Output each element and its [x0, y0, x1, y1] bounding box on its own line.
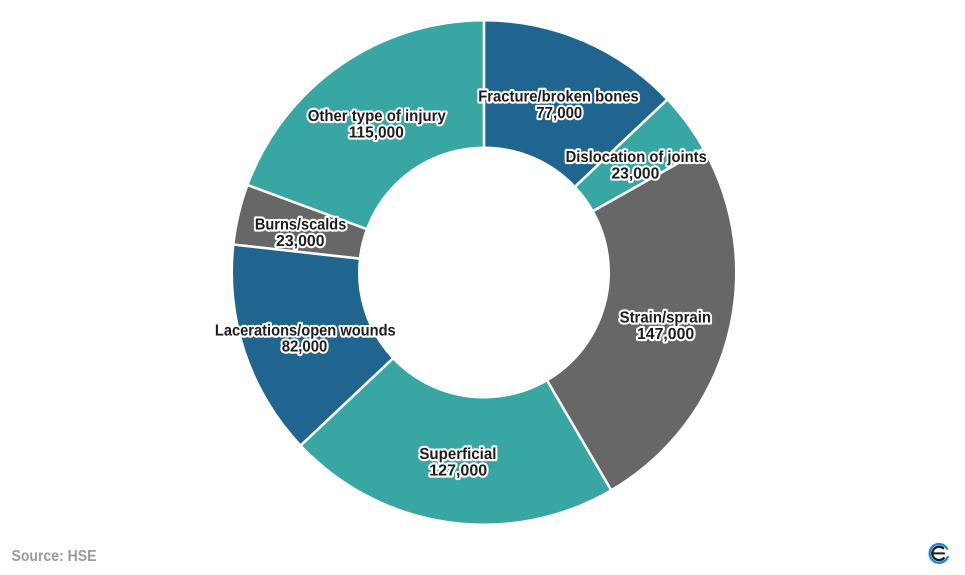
svg-text:115,000: 115,000	[349, 124, 404, 141]
svg-text:Fracture/broken bones: Fracture/broken bones	[478, 89, 639, 106]
svg-text:Other type of injury: Other type of injury	[308, 108, 446, 125]
svg-text:77,000: 77,000	[536, 105, 582, 122]
svg-text:Source: HSE: Source: HSE	[12, 548, 97, 565]
svg-text:Superficial: Superficial	[419, 446, 496, 463]
svg-text:23,000: 23,000	[276, 233, 325, 250]
svg-text:Dislocation of joints: Dislocation of joints	[566, 149, 707, 166]
svg-text:Lacerations/open wounds: Lacerations/open wounds	[215, 322, 396, 339]
svg-text:127,000: 127,000	[429, 463, 487, 480]
svg-text:82,000: 82,000	[282, 338, 328, 355]
svg-text:23,000: 23,000	[611, 166, 659, 183]
svg-text:Strain/sprain: Strain/sprain	[620, 310, 711, 327]
svg-text:Burns/scalds: Burns/scalds	[255, 216, 346, 233]
svg-text:147,000: 147,000	[637, 326, 694, 343]
